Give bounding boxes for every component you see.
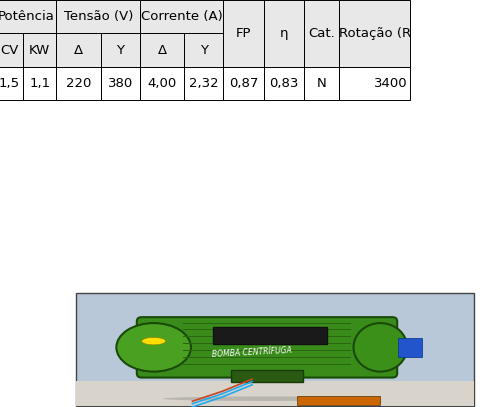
Bar (398, 338, 422, 357)
Bar (76, 381, 474, 406)
Bar (140, 67, 184, 100)
Bar (223, 67, 264, 100)
Text: Y: Y (200, 44, 208, 57)
Text: 220: 220 (66, 77, 91, 90)
FancyArrow shape (184, 350, 351, 351)
Bar (56, 67, 101, 100)
Text: Corrente (A): Corrente (A) (141, 10, 222, 23)
FancyArrow shape (184, 357, 351, 358)
Bar (56, 0, 140, 33)
Text: 3400: 3400 (375, 77, 408, 90)
Text: Potência: Potência (0, 10, 55, 23)
Bar (264, 67, 304, 100)
Text: 2,32: 2,32 (189, 77, 218, 90)
Bar (264, 0, 304, 67)
FancyArrow shape (184, 343, 351, 344)
FancyArrow shape (184, 323, 351, 324)
FancyArrow shape (184, 329, 351, 330)
Bar (76, 293, 474, 406)
Text: 4,00: 4,00 (147, 77, 177, 90)
Text: 0,87: 0,87 (229, 77, 258, 90)
Bar (101, 33, 140, 67)
Text: CV: CV (0, 44, 19, 57)
Text: Tensão (V): Tensão (V) (63, 10, 133, 23)
Text: Rotação (R: Rotação (R (339, 27, 411, 40)
Bar (23, 33, 56, 67)
Bar (140, 33, 184, 67)
Text: η: η (279, 27, 288, 40)
Text: Δ: Δ (158, 44, 166, 57)
Ellipse shape (163, 396, 371, 401)
Bar (304, 67, 339, 100)
Text: 1,5: 1,5 (0, 77, 20, 90)
Text: 0,83: 0,83 (269, 77, 299, 90)
Text: Y: Y (116, 44, 124, 57)
Bar (0, 67, 23, 100)
FancyBboxPatch shape (137, 317, 397, 378)
FancyArrow shape (184, 336, 351, 337)
Text: KW: KW (29, 44, 51, 57)
Bar (0, 0, 56, 33)
Bar (297, 396, 381, 405)
Bar (184, 67, 223, 100)
Bar (184, 33, 223, 67)
Ellipse shape (116, 323, 191, 372)
Bar (339, 67, 410, 100)
Bar (213, 327, 327, 344)
Bar (56, 33, 101, 67)
Text: N: N (317, 77, 327, 90)
Text: FP: FP (236, 27, 251, 40)
FancyArrow shape (184, 364, 351, 365)
Bar (140, 0, 223, 33)
Bar (339, 0, 410, 67)
Bar (23, 67, 56, 100)
Ellipse shape (142, 337, 165, 345)
Bar (101, 67, 140, 100)
Bar (223, 0, 264, 67)
Bar (304, 0, 339, 67)
Text: 1,1: 1,1 (29, 77, 51, 90)
Text: 380: 380 (108, 77, 133, 90)
Bar (0, 33, 23, 67)
FancyArrow shape (184, 370, 351, 372)
Ellipse shape (354, 323, 407, 372)
Text: Cat.: Cat. (308, 27, 335, 40)
Bar (231, 370, 303, 382)
Text: BOMBA CENTRÍFUGA: BOMBA CENTRÍFUGA (212, 346, 292, 359)
Text: Δ: Δ (74, 44, 83, 57)
